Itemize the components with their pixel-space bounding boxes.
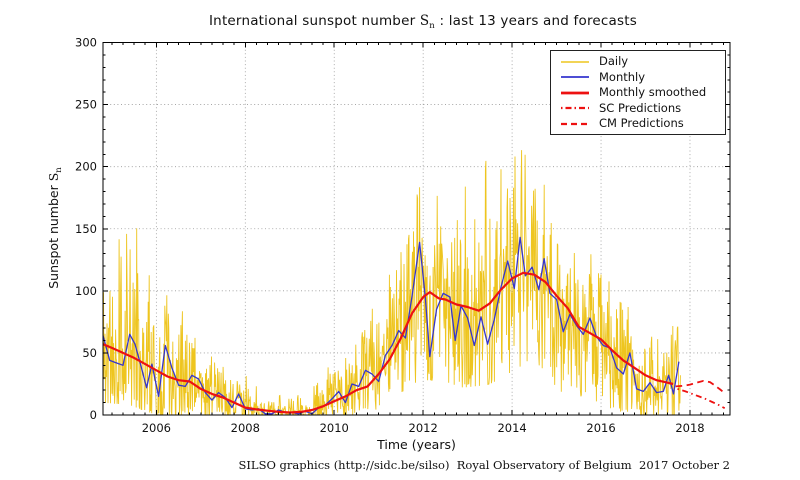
tick-labels: 2006 2008 2010 2012 2014 2016 2018 0 50 100 150 200… (75, 36, 705, 436)
sunspot-symbol: S (419, 13, 430, 29)
sc-predictions-series (677, 388, 726, 409)
chart-title-text: International sunspot number (209, 13, 420, 29)
x-axis-label: Time (years) (377, 437, 456, 452)
y-tick-label: 100 (75, 284, 97, 298)
sunspot-symbol-subscript: n (429, 21, 435, 31)
legend-item-cm-predictions: CM Predictions (551, 116, 725, 132)
x-tick-label: 2016 (586, 421, 615, 435)
y-axis-sunspot-subscript: n (54, 167, 64, 173)
legend-label: Monthly (599, 69, 646, 84)
x-tick-label: 2014 (497, 421, 526, 435)
x-tick-label: 2008 (231, 421, 260, 435)
legend-item-daily: Daily (551, 54, 725, 70)
legend-item-monthly: Monthly (551, 70, 725, 86)
chart-title-suffix: : last 13 years and forecasts (434, 13, 637, 29)
y-tick-label: 250 (75, 98, 97, 112)
y-axis-label-text: Sunspot number (46, 181, 61, 289)
y-tick-label: 150 (75, 222, 97, 236)
legend-item-sc-predictions: SC Predictions (551, 101, 725, 117)
y-axis-label: Sunspot number Sn (46, 167, 64, 289)
legend-swatch-icon (561, 76, 589, 79)
legend-label: SC Predictions (599, 100, 682, 115)
legend: Daily Monthly Monthly smoothed SC Predictio… (550, 50, 726, 135)
y-tick-label: 50 (82, 346, 97, 360)
axis-ticks (103, 42, 730, 416)
cm-predictions-series (675, 379, 727, 395)
legend-label: Daily (599, 54, 629, 69)
y-axis-sunspot-symbol: S (46, 172, 61, 182)
monthly-series (103, 236, 680, 415)
y-tick-label: 300 (75, 36, 97, 50)
legend-label: Monthly smoothed (599, 85, 707, 100)
legend-label: CM Predictions (599, 116, 684, 131)
chart-title: International sunspot number Sn : last 1… (103, 13, 743, 31)
x-tick-label: 2012 (409, 421, 438, 435)
x-tick-label: 2006 (142, 421, 171, 435)
monthly-smoothed-series (103, 271, 674, 414)
legend-item-monthly-smoothed: Monthly smoothed (551, 85, 725, 101)
x-tick-label: 2010 (320, 421, 349, 435)
legend-swatch-icon (561, 122, 589, 125)
y-tick-label: 0 (90, 408, 97, 422)
legend-swatch-icon (561, 61, 589, 63)
x-tick-label: 2018 (675, 421, 704, 435)
daily-series (103, 150, 681, 415)
credit-footer: SILSO graphics (http://sidc.be/silso) Ro… (238, 458, 730, 472)
y-tick-label: 200 (75, 160, 97, 174)
legend-swatch-icon (561, 91, 589, 95)
legend-swatch-icon (561, 107, 589, 110)
